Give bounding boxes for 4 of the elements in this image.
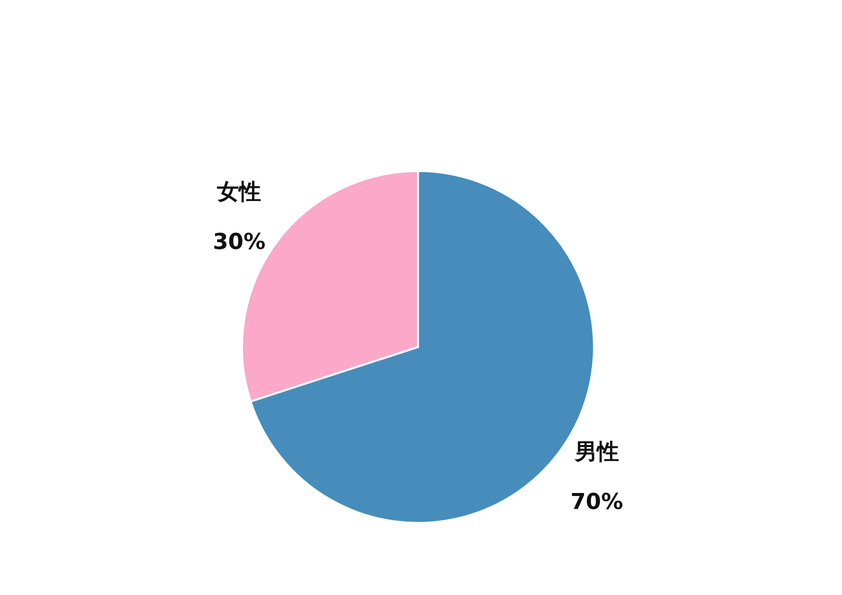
data-label: 70%	[570, 490, 624, 515]
data-label: 30%	[212, 230, 266, 256]
slice-label: 女性	[216, 180, 262, 206]
slice-label: 男性	[574, 440, 619, 465]
